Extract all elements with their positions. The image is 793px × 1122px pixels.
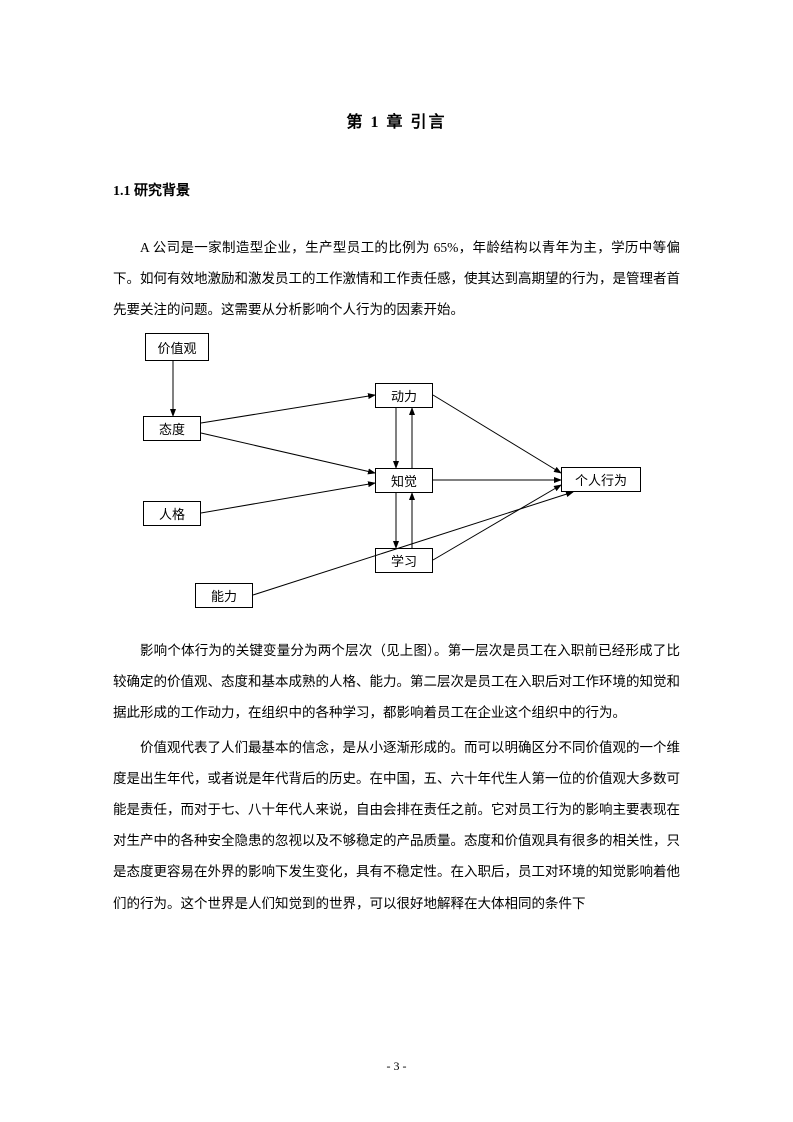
flowchart-diagram: 价值观态度人格能力动力知觉学习个人行为 — [113, 333, 680, 623]
flow-edge — [201, 395, 375, 423]
flow-edge — [201, 483, 375, 513]
paragraph-1: A 公司是一家制造型企业，生产型员工的比例为 65%，年龄结构以青年为主，学历中… — [113, 232, 680, 325]
flowchart-arrows — [113, 333, 680, 623]
section-heading: 1.1 研究背景 — [113, 180, 680, 200]
flow-edge — [253, 492, 573, 595]
paragraph-2: 影响个体行为的关键变量分为两个层次（见上图）。第一层次是员工在入职前已经形成了比… — [113, 635, 680, 728]
paragraph-3: 价值观代表了人们最基本的信念，是从小逐渐形成的。而可以明确区分不同价值观的一个维… — [113, 732, 680, 918]
flow-edge — [433, 395, 561, 473]
flow-edge — [201, 433, 375, 473]
chapter-title: 第 1 章 引言 — [113, 108, 680, 132]
page-number: - 3 - — [0, 1059, 793, 1074]
flow-edge — [433, 485, 561, 560]
